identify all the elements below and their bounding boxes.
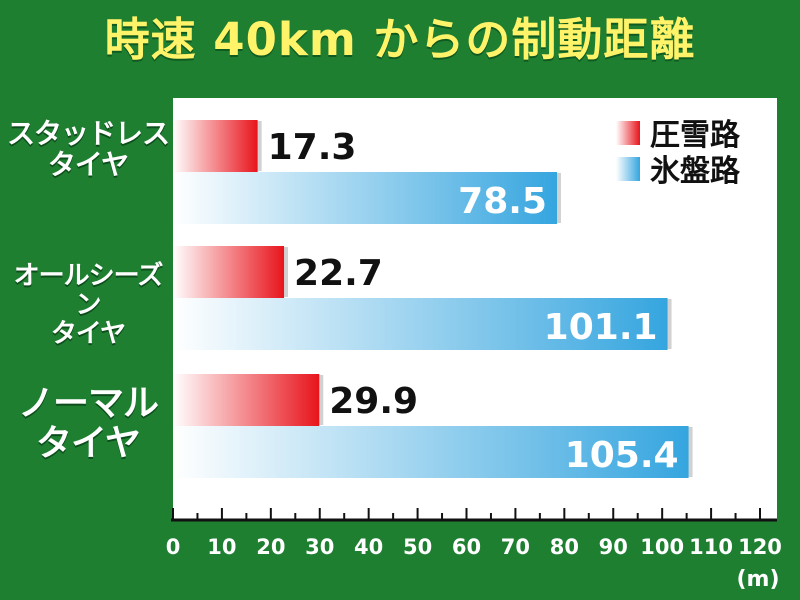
x-tick-label: 100 — [640, 535, 684, 559]
legend-swatch-compacted-snow — [616, 121, 640, 145]
data-label-compacted-snow: 29.9 — [329, 381, 418, 422]
bar-ice — [173, 426, 689, 478]
category-label-studless: スタッドレス タイヤ — [4, 118, 172, 181]
data-label-ice: 105.4 — [565, 435, 679, 476]
category-label-line: タイヤ — [47, 148, 129, 182]
chart-title: 時速 40km からの制動距離 — [104, 13, 696, 66]
category-label-allseason: オールシーズン タイヤ — [4, 261, 172, 350]
legend-swatch-ice — [616, 157, 640, 181]
data-label-ice: 101.1 — [544, 307, 658, 348]
data-label-compacted-snow: 17.3 — [268, 127, 357, 168]
category-label-normal: ノーマル タイヤ — [4, 383, 172, 465]
x-tick-label: 60 — [452, 535, 481, 559]
x-tick-label: 40 — [354, 535, 383, 559]
x-tick-label: 90 — [599, 535, 628, 559]
x-tick-label: 80 — [550, 535, 579, 559]
x-tick-label: 50 — [403, 535, 432, 559]
bar-compacted-snow — [173, 246, 285, 298]
x-axis: 0 10 20 30 40 50 60 70 80 90 100 110 120 (m) — [166, 508, 782, 592]
x-tick-label: 10 — [207, 535, 236, 559]
category-label-line: タイヤ — [36, 423, 141, 465]
bars-group: 17.3 78.5 22.7 101.1 29.9 105.4 — [173, 120, 693, 478]
legend-label-compacted-snow: 圧雪路 — [650, 118, 741, 153]
x-tick-label: 70 — [501, 535, 530, 559]
data-label-ice: 78.5 — [458, 181, 547, 222]
x-tick-label: 30 — [305, 535, 334, 559]
bar-compacted-snow — [173, 374, 320, 426]
x-axis-unit-label: (m) — [736, 567, 779, 592]
bar-ice — [173, 298, 668, 350]
legend-label-ice: 氷盤路 — [650, 154, 741, 189]
bar-compacted-snow — [173, 120, 258, 172]
x-tick-label: 0 — [166, 535, 181, 559]
category-label-line: オールシーズン — [13, 261, 164, 321]
category-label-line: ノーマル — [17, 383, 159, 424]
category-label-line: スタッドレス — [6, 117, 170, 150]
x-tick-label: 120 — [738, 535, 782, 559]
data-label-compacted-snow: 22.7 — [294, 253, 383, 294]
bar-ice — [173, 172, 557, 224]
x-tick-label: 110 — [689, 535, 733, 559]
category-label-line: タイヤ — [50, 319, 126, 350]
x-tick-label: 20 — [256, 535, 285, 559]
